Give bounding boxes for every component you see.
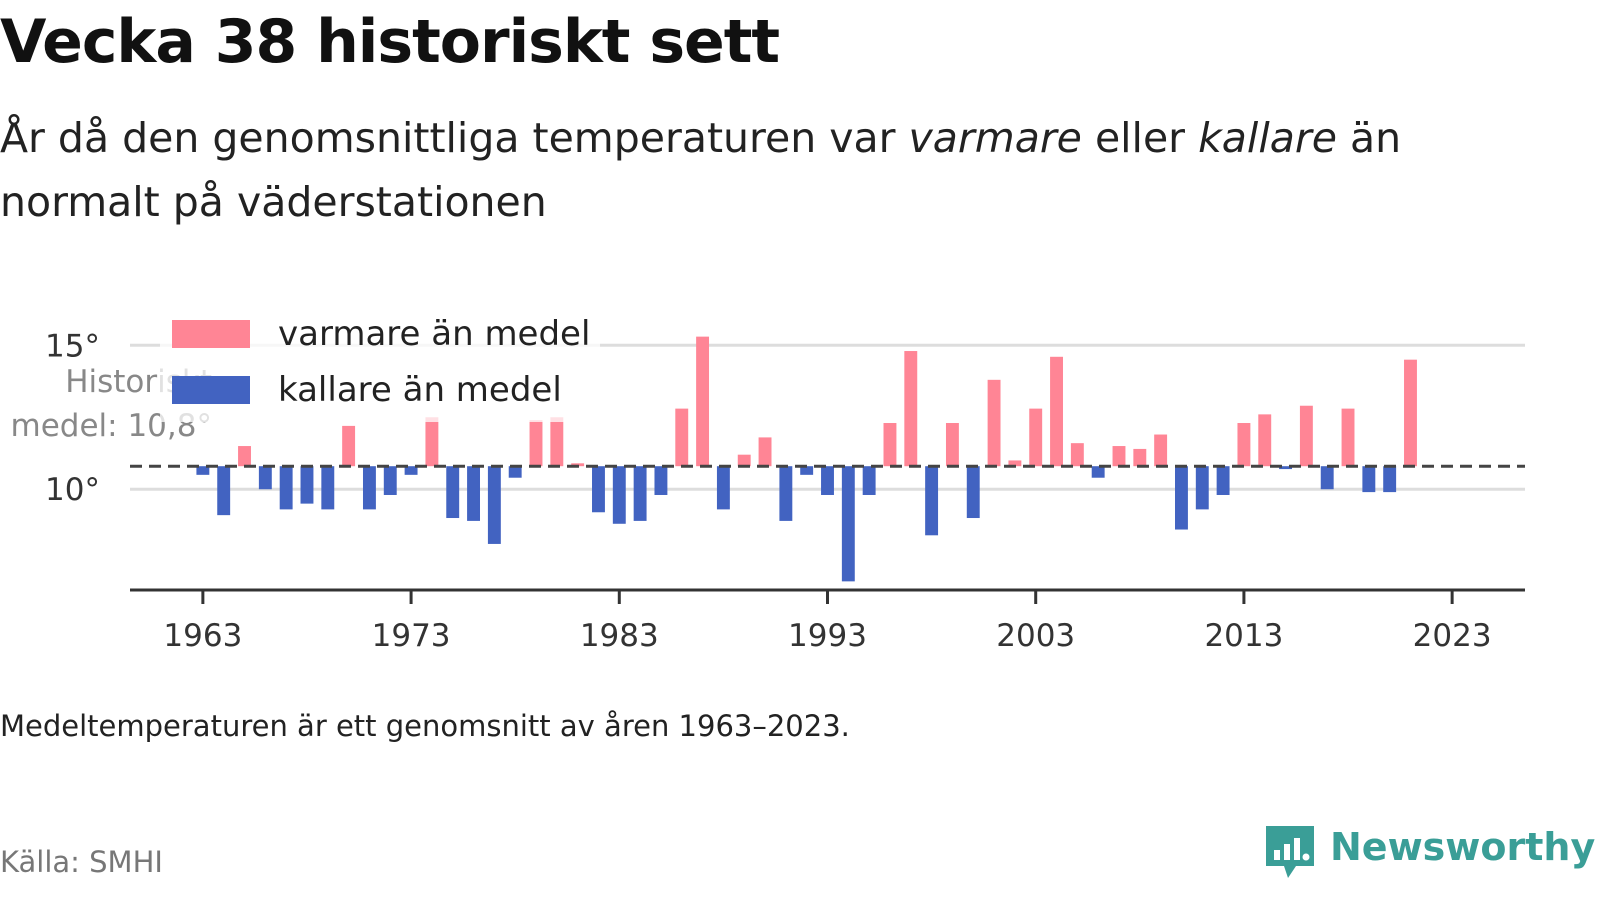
bars bbox=[196, 336, 1417, 582]
bar-2007 bbox=[1112, 446, 1126, 467]
bar-2002 bbox=[1008, 460, 1022, 467]
footnote: Medeltemperaturen är ett genomsnitt av å… bbox=[0, 709, 850, 743]
y-tick-label: 15° bbox=[45, 328, 100, 364]
bar-2020 bbox=[1383, 466, 1397, 493]
bar-2019 bbox=[1362, 466, 1376, 493]
bar-1979 bbox=[529, 420, 543, 467]
bar-1980 bbox=[550, 417, 564, 467]
bar-1997 bbox=[904, 351, 918, 467]
subtitle-part-3: än normalt på väderstationen bbox=[0, 114, 1402, 226]
y-axis-ticks: 10° 15° bbox=[45, 328, 100, 508]
bar-1990 bbox=[758, 437, 772, 467]
bar-1993 bbox=[821, 466, 834, 495]
bar-1965 bbox=[238, 446, 251, 467]
y-tick-label: 10° bbox=[45, 472, 100, 508]
bar-1970 bbox=[342, 425, 356, 467]
bar-1968 bbox=[300, 466, 314, 504]
bar-2000 bbox=[966, 466, 980, 519]
bar-1992 bbox=[800, 466, 814, 475]
bar-2018 bbox=[1341, 408, 1355, 467]
bar-2015 bbox=[1279, 466, 1293, 470]
newsworthy-logo-icon bbox=[1266, 826, 1314, 878]
bar-1991 bbox=[779, 466, 793, 521]
chart-subtitle: År då den genomsnittliga temperaturen va… bbox=[0, 106, 1520, 234]
newsworthy-logo-text: Newsworthy bbox=[1330, 825, 1596, 869]
bar-2006 bbox=[1091, 466, 1105, 478]
bar-1994 bbox=[841, 466, 855, 582]
subtitle-part-1: År då den genomsnittliga temperaturen va… bbox=[0, 114, 909, 162]
x-tick-label: 1963 bbox=[163, 618, 242, 654]
newsworthy-logo: Newsworthy bbox=[1262, 820, 1600, 884]
bar-1995 bbox=[862, 466, 876, 495]
bar-2001 bbox=[987, 379, 1001, 467]
bar-2021 bbox=[1404, 359, 1417, 467]
bar-2016 bbox=[1299, 405, 1313, 467]
bar-1982 bbox=[592, 466, 605, 513]
bar-2013 bbox=[1237, 423, 1251, 467]
x-tick-label: 1983 bbox=[580, 618, 659, 654]
bar-1983 bbox=[612, 466, 626, 524]
bar-1964 bbox=[217, 466, 231, 516]
source-label: Källa: SMHI bbox=[0, 845, 163, 879]
subtitle-warm-word: varmare bbox=[908, 114, 1082, 162]
bar-1976 bbox=[467, 466, 480, 521]
bar-1966 bbox=[258, 466, 272, 490]
x-tick-label: 1993 bbox=[788, 618, 867, 654]
bar-2004 bbox=[1050, 356, 1063, 467]
x-tick-label: 1973 bbox=[372, 618, 451, 654]
x-axis-ticks: 1963 1973 1983 1993 2003 2013 2023 bbox=[163, 590, 1492, 654]
bar-2003 bbox=[1029, 408, 1043, 467]
bar-1963 bbox=[196, 466, 210, 475]
bar-2008 bbox=[1133, 448, 1147, 467]
bar-1999 bbox=[945, 423, 959, 467]
bar-1996 bbox=[883, 423, 897, 467]
bar-1977 bbox=[487, 466, 501, 544]
bar-1975 bbox=[446, 466, 460, 519]
bar-2017 bbox=[1320, 466, 1334, 490]
bar-1973 bbox=[404, 466, 418, 475]
x-tick-label: 2023 bbox=[1413, 618, 1492, 654]
legend-swatch-cold bbox=[172, 376, 250, 404]
bar-1986 bbox=[675, 408, 689, 467]
bar-1998 bbox=[925, 466, 939, 536]
bar-2010 bbox=[1175, 466, 1188, 530]
bar-2011 bbox=[1195, 466, 1209, 510]
bar-1974 bbox=[425, 417, 439, 467]
bar-1971 bbox=[362, 466, 376, 510]
bar-1984 bbox=[633, 466, 647, 521]
bar-1985 bbox=[654, 466, 668, 495]
bar-1987 bbox=[696, 336, 710, 467]
legend-swatch-warm bbox=[172, 320, 250, 348]
subtitle-part-2: eller bbox=[1081, 114, 1199, 162]
bar-1967 bbox=[279, 466, 293, 510]
subtitle-cold-word: kallare bbox=[1198, 114, 1337, 162]
bar-1969 bbox=[321, 466, 335, 510]
bar-2009 bbox=[1154, 434, 1168, 467]
bar-2014 bbox=[1258, 414, 1272, 467]
bar-1978 bbox=[508, 466, 522, 478]
x-tick-label: 2003 bbox=[996, 618, 1075, 654]
bar-2005 bbox=[1070, 443, 1084, 467]
legend-label-warm: varmare än medel bbox=[278, 314, 590, 354]
x-tick-label: 2013 bbox=[1204, 618, 1283, 654]
bar-2012 bbox=[1216, 466, 1230, 495]
legend: varmare än medel kallare än medel bbox=[160, 312, 600, 422]
legend-label-cold: kallare än medel bbox=[278, 370, 562, 410]
bar-1988 bbox=[716, 466, 730, 510]
bar-1972 bbox=[383, 466, 397, 495]
chart-title: Vecka 38 historiskt sett bbox=[0, 7, 780, 77]
bar-1989 bbox=[737, 454, 751, 467]
